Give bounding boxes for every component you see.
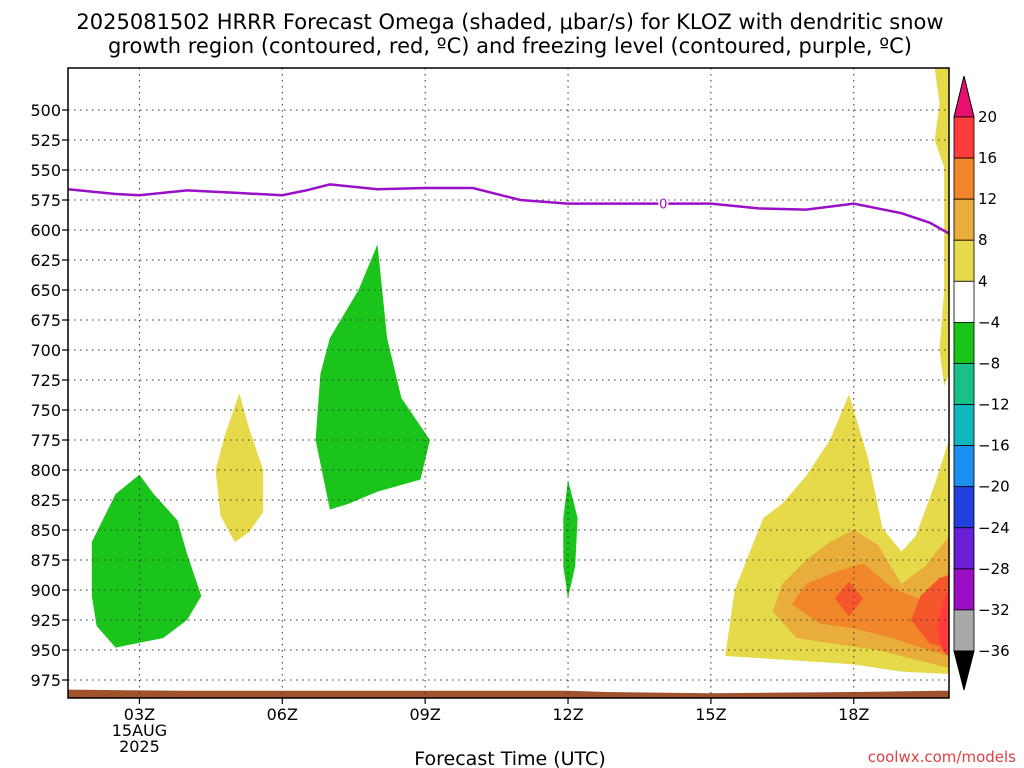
- omega-region-8: [834, 581, 864, 617]
- colorbar-segment: [953, 157, 975, 200]
- y-tick-label: 650: [30, 281, 61, 300]
- surface-terrain: [68, 689, 949, 698]
- y-tick-label: 875: [30, 551, 61, 570]
- freezing-level-label: 0: [659, 198, 667, 213]
- colorbar-label: 12: [978, 190, 997, 208]
- colorbar-segment: [953, 321, 975, 364]
- freezing-level-label-bg: [658, 195, 669, 211]
- plot-frame: [67, 67, 950, 699]
- colorbar-segment: [953, 445, 975, 488]
- x-tick-label: 06Z: [267, 705, 298, 724]
- colorbar-label: −36: [978, 642, 1010, 660]
- x-tick-label: 03Z: [124, 705, 155, 724]
- colorbar-segment: [953, 568, 975, 611]
- credit-text: coolwx.com/models: [868, 748, 1016, 766]
- y-tick-label: 775: [30, 431, 61, 450]
- y-tick-label: 600: [30, 221, 61, 240]
- freezing-level-line: [68, 183, 949, 235]
- omega-region-3: [215, 393, 264, 542]
- y-tick-label: 675: [30, 311, 61, 330]
- colorbar-segment: [953, 527, 975, 570]
- colorbar-label: −20: [978, 478, 1010, 496]
- colorbar-segment: [953, 280, 975, 323]
- x-axis-label: Forecast Time (UTC): [414, 748, 605, 768]
- x-tick-label: 12Z: [552, 705, 583, 724]
- x-date-label: 15AUG: [112, 721, 167, 740]
- y-tick-label: 825: [30, 491, 61, 510]
- plot-content: 0: [68, 68, 949, 698]
- colorbar-label: −12: [978, 396, 1010, 414]
- colorbar-label: −4: [978, 313, 1000, 331]
- omega-region-7: [791, 563, 949, 656]
- colorbar-segment: [953, 486, 975, 529]
- chart-title-line2: growth region (contoured, red, ºC) and f…: [108, 34, 912, 58]
- colorbar-label: −24: [978, 519, 1010, 537]
- y-tick-label: 975: [30, 671, 61, 690]
- colorbar-label: −28: [978, 560, 1010, 578]
- omega-region-1: [315, 244, 430, 510]
- x-tick-label: 09Z: [409, 705, 440, 724]
- y-tick-label: 625: [30, 251, 61, 270]
- x-tick-label: 15Z: [695, 705, 726, 724]
- y-tick-label: 700: [30, 341, 61, 360]
- y-tick-label: 500: [30, 101, 61, 120]
- omega-region-4: [934, 68, 949, 386]
- omega-region-0: [91, 474, 202, 648]
- colorbar: 20 16 12 8 4 −4 −8 −12 −16 −20 −24 −28 −32 −36: [953, 75, 1010, 691]
- y-tick-label: 900: [30, 581, 61, 600]
- y-tick-label: 525: [30, 131, 61, 150]
- colorbar-label: −32: [978, 601, 1010, 619]
- colorbar-segment: [953, 116, 975, 159]
- y-tick-label: 850: [30, 521, 61, 540]
- y-tick-label: 550: [30, 161, 61, 180]
- colorbar-extend-max: [953, 75, 975, 118]
- colorbar-label: 16: [978, 149, 997, 167]
- colorbar-label: −16: [978, 437, 1010, 455]
- y-tick-label: 925: [30, 611, 61, 630]
- colorbar-segment: [953, 363, 975, 405]
- colorbar-label: −8: [978, 354, 1000, 372]
- y-tick-label: 950: [30, 641, 61, 660]
- y-tick-label: 750: [30, 401, 61, 420]
- colorbar-label: 20: [978, 108, 997, 126]
- plot-area: 0 500 525 550 575 600 625 650 675 700 725 750 775 800…: [30, 67, 950, 756]
- colorbar-extend-min: [953, 650, 975, 691]
- y-tick-label: 575: [30, 191, 61, 210]
- colorbar-segment: [953, 404, 975, 447]
- omega-region-2: [563, 479, 578, 599]
- colorbar-label: 8: [978, 231, 988, 249]
- x-tick-label: 18Z: [838, 705, 869, 724]
- y-tick-label: 725: [30, 371, 61, 390]
- x-date-label: 2025: [119, 737, 160, 756]
- colorbar-segment: [953, 198, 975, 241]
- omega-region-10: [937, 590, 949, 656]
- colorbar-segment: [953, 239, 975, 282]
- chart-title-line1: 2025081502 HRRR Forecast Omega (shaded, …: [76, 10, 943, 34]
- colorbar-label: 4: [978, 272, 988, 290]
- y-tick-label: 800: [30, 461, 61, 480]
- colorbar-segment: [953, 609, 975, 652]
